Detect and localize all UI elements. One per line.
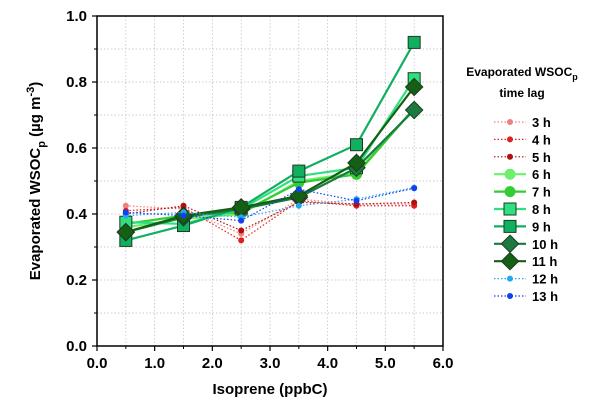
y-axis-label-close: ) <box>27 82 44 87</box>
series-line <box>125 198 415 235</box>
legend-entry: 12 h <box>494 272 558 287</box>
y-tick-label: 0.8 <box>66 74 87 91</box>
legend-entries: 3 h 4 h 5 h 6 h 7 h 8 h 9 h 10 h 11 h 12 h 13 h <box>494 115 558 304</box>
legend-label: 10 h <box>532 237 558 252</box>
legend-entry: 11 h <box>494 251 557 271</box>
data-point <box>180 202 187 209</box>
data-point <box>122 209 129 216</box>
series-layer <box>116 35 424 247</box>
data-point <box>238 227 245 234</box>
data-point <box>407 35 421 49</box>
legend-swatch-marker <box>500 234 520 254</box>
series-line <box>125 187 415 218</box>
legend-swatch-marker <box>504 168 516 180</box>
legend-label: 4 h <box>532 132 551 147</box>
x-tick-label: 0.0 <box>87 355 108 372</box>
x-tick-label: 6.0 <box>433 355 454 372</box>
legend-title-sub: p <box>572 72 578 82</box>
y-axis-label-units: (µg m <box>27 97 44 141</box>
legend-entry: 4 h <box>494 132 551 147</box>
series-11h <box>116 77 424 242</box>
series-line <box>125 109 415 234</box>
y-axis-label-sup: -3 <box>25 87 37 97</box>
series-5h <box>122 199 418 234</box>
series-line <box>125 86 416 234</box>
data-point <box>404 77 424 97</box>
legend-title-main: Evaporated WSOC <box>466 65 572 79</box>
legend-swatch-marker <box>507 119 513 125</box>
legend-title-line1: Evaporated WSOCp <box>466 65 578 82</box>
y-axis-label-sub: p <box>36 141 48 148</box>
series-line <box>125 78 416 226</box>
x-tick-label: 2.0 <box>202 355 223 372</box>
legend-label: 6 h <box>532 167 551 182</box>
x-axis: 0.0 1.0 2.0 3.0 4.0 5.0 6.0 <box>87 346 454 372</box>
data-point <box>350 138 363 152</box>
data-point <box>411 185 418 192</box>
series-line <box>125 187 415 222</box>
legend-entry: 7 h <box>494 185 551 200</box>
data-point <box>180 212 187 219</box>
series-line <box>125 201 415 232</box>
legend-label: 9 h <box>532 219 551 234</box>
y-axis-label-main: Evaporated WSOC <box>27 148 44 281</box>
legend-entry: 10 h <box>494 234 558 254</box>
legend-label: 7 h <box>532 185 551 200</box>
legend-label: 13 h <box>532 289 558 304</box>
x-tick-label: 1.0 <box>144 355 165 372</box>
y-tick-label: 0.0 <box>66 338 87 355</box>
data-point <box>347 153 366 173</box>
legend-label: 12 h <box>532 272 558 287</box>
data-point <box>292 164 306 178</box>
legend-swatch-marker <box>507 153 513 160</box>
data-point <box>116 222 136 242</box>
x-axis-label: Isoprene (ppbC) <box>213 381 328 398</box>
legend-swatch-marker <box>504 186 516 198</box>
legend-label: 11 h <box>532 254 557 269</box>
legend-entry: 5 h <box>494 150 551 165</box>
data-point <box>238 237 245 244</box>
legend-entry: 13 h <box>494 289 558 304</box>
legend: Evaporated WSOCp time lag 3 h 4 h 5 h 6 h 7 … <box>466 65 578 304</box>
legend-title-line2: time lag <box>499 86 544 100</box>
grid <box>97 15 443 346</box>
series-13h <box>122 185 418 224</box>
legend-label: 5 h <box>532 150 551 165</box>
x-tick-label: 4.0 <box>317 355 338 372</box>
data-point <box>411 199 418 206</box>
legend-swatch-marker <box>507 136 513 143</box>
data-point <box>404 100 424 120</box>
legend-label: 8 h <box>532 202 551 217</box>
data-point <box>238 217 245 224</box>
x-tick-label: 3.0 <box>260 355 281 372</box>
y-axis-label: Evaporated WSOCp (µg m-3) <box>25 82 48 281</box>
data-point <box>353 197 360 204</box>
legend-entry: 8 h <box>494 202 551 217</box>
y-tick-label: 0.6 <box>66 140 87 157</box>
series-line <box>125 41 416 242</box>
x-tick-label: 5.0 <box>375 355 396 372</box>
y-axis: 0.0 0.2 0.4 0.6 0.8 1.0 <box>66 8 97 355</box>
legend-entry: 9 h <box>494 219 551 234</box>
series-line <box>125 107 415 225</box>
legend-label: 3 h <box>532 115 551 130</box>
legend-swatch-marker <box>500 251 520 271</box>
data-point <box>295 186 302 193</box>
y-tick-label: 1.0 <box>66 8 87 25</box>
data-point <box>295 202 302 209</box>
data-point <box>122 202 129 209</box>
y-tick-label: 0.2 <box>66 272 87 289</box>
y-tick-label: 0.4 <box>66 206 88 223</box>
legend-swatch-marker <box>503 202 517 216</box>
legend-entry: 3 h <box>494 115 551 130</box>
legend-entry: 6 h <box>494 167 551 182</box>
legend-swatch-marker <box>507 293 513 299</box>
legend-swatch-marker <box>507 275 513 282</box>
legend-swatch-marker <box>503 219 517 233</box>
